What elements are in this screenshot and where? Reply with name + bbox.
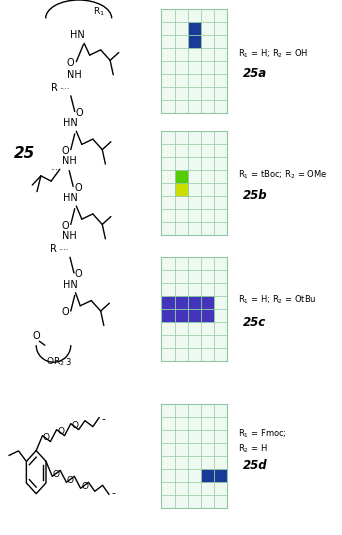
Bar (174, 309, 187, 322)
Text: NH: NH (62, 231, 77, 241)
Text: 25a: 25a (243, 67, 267, 80)
Text: ····: ···· (59, 85, 70, 94)
Text: ····: ···· (58, 246, 68, 255)
Text: HN: HN (63, 193, 78, 203)
Text: NH: NH (62, 156, 77, 166)
Text: O: O (81, 483, 88, 491)
Text: O: O (62, 221, 69, 231)
Text: R$_1$ = Fmoc;
R$_2$ = H: R$_1$ = Fmoc; R$_2$ = H (238, 428, 286, 455)
Bar (187, 22, 201, 35)
Text: OR$_2$: OR$_2$ (45, 356, 65, 369)
Text: R$_1$ = H; R$_2$ = OtBu: R$_1$ = H; R$_2$ = OtBu (238, 293, 316, 306)
Bar (174, 170, 187, 183)
Text: O: O (43, 433, 50, 441)
Bar (174, 183, 187, 196)
Bar (187, 309, 201, 322)
Bar (187, 35, 201, 48)
Text: 25: 25 (14, 146, 36, 161)
Bar (201, 469, 214, 482)
Text: R: R (50, 244, 57, 254)
Text: O: O (62, 146, 69, 156)
Text: R$_1$ = tBoc; R$_2$ = OMe: R$_1$ = tBoc; R$_2$ = OMe (238, 169, 327, 181)
Text: O: O (53, 470, 60, 479)
Text: -: - (111, 488, 115, 498)
Bar (161, 309, 174, 322)
Text: O: O (76, 108, 83, 118)
Text: 3: 3 (66, 358, 71, 366)
Text: HN: HN (63, 280, 77, 290)
Text: -: - (102, 414, 105, 424)
Bar (174, 296, 187, 309)
Text: 25d: 25d (242, 459, 267, 472)
Bar (161, 296, 174, 309)
Text: HN: HN (63, 118, 78, 128)
Bar (214, 469, 227, 482)
Text: O: O (67, 58, 75, 68)
Bar (201, 309, 214, 322)
Text: ····: ···· (51, 166, 61, 175)
Bar (187, 296, 201, 309)
Text: 25b: 25b (242, 189, 267, 202)
Text: R: R (51, 83, 58, 93)
Text: R$_1$ = H; R$_2$ = OH: R$_1$ = H; R$_2$ = OH (238, 47, 308, 60)
Text: O: O (32, 331, 40, 341)
Text: O: O (57, 426, 64, 435)
Bar (201, 296, 214, 309)
Text: NH: NH (67, 70, 81, 80)
Text: O: O (71, 421, 78, 430)
Text: O: O (75, 269, 82, 279)
Text: R$_1$: R$_1$ (93, 5, 105, 18)
Text: O: O (67, 476, 74, 485)
Text: HN: HN (70, 30, 84, 41)
Text: 25c: 25c (243, 316, 266, 328)
Text: O: O (62, 307, 69, 317)
Text: O: O (74, 182, 82, 193)
